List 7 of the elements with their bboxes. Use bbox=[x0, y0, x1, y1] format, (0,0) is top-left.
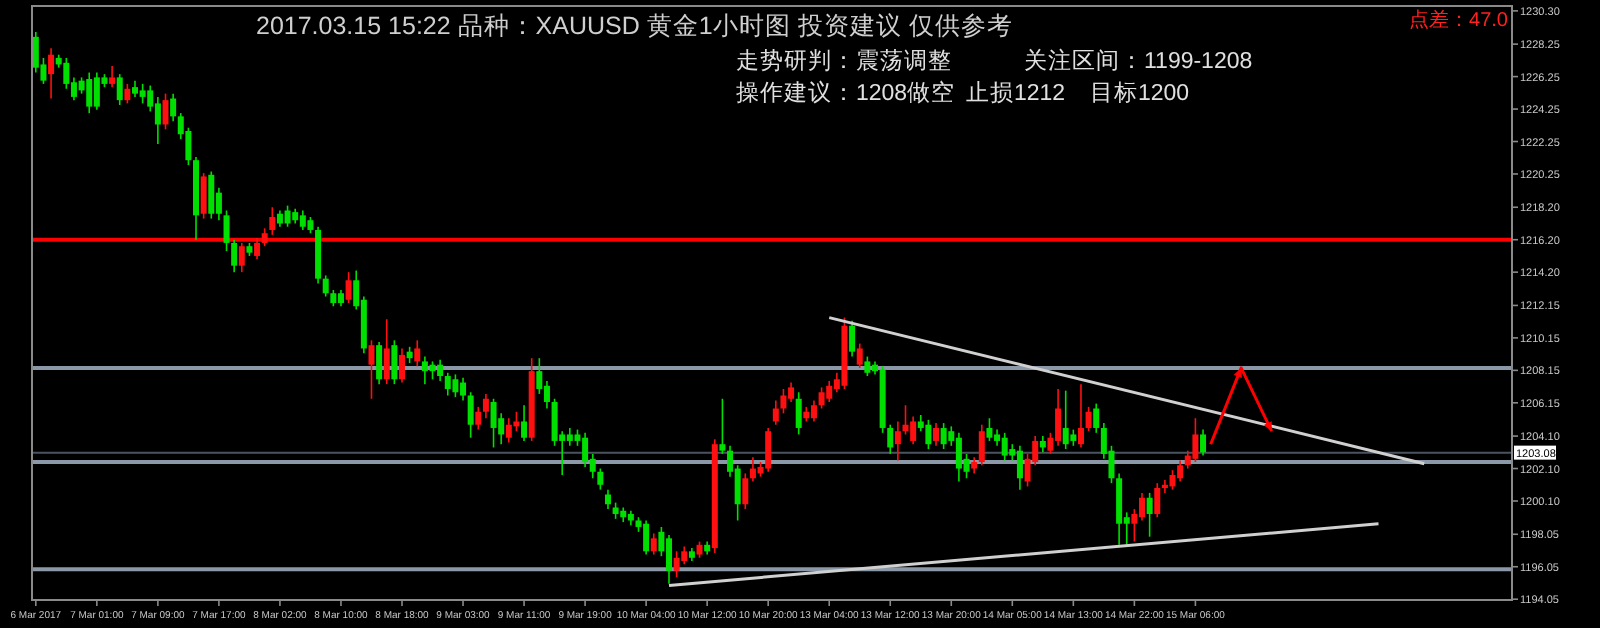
annotation: 关注区间：1199-1208 bbox=[1024, 46, 1253, 74]
annotation: 操作建议：1208做空 bbox=[736, 78, 956, 106]
annotation: 目标1200 bbox=[1090, 80, 1190, 106]
annotation: 点差：47.0 bbox=[1409, 8, 1509, 32]
annotation: 止损1212 bbox=[966, 80, 1066, 106]
chart-title: 2017.03.15 15:22 品种：XAUUSD 黄金1小时图 投资建议 仅供参考 bbox=[256, 12, 1013, 40]
annotation: 走势研判：震荡调整 bbox=[736, 48, 952, 74]
